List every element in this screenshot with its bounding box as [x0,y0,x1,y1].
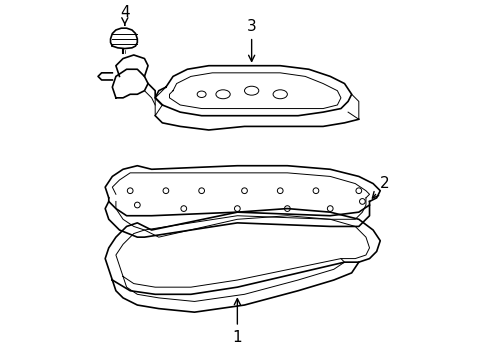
Text: 2: 2 [371,176,389,198]
Polygon shape [116,55,148,76]
Polygon shape [112,69,148,98]
Text: 1: 1 [232,299,242,345]
Text: 3: 3 [246,19,256,61]
Polygon shape [110,28,137,49]
Text: 4: 4 [120,5,129,25]
Polygon shape [155,66,351,116]
